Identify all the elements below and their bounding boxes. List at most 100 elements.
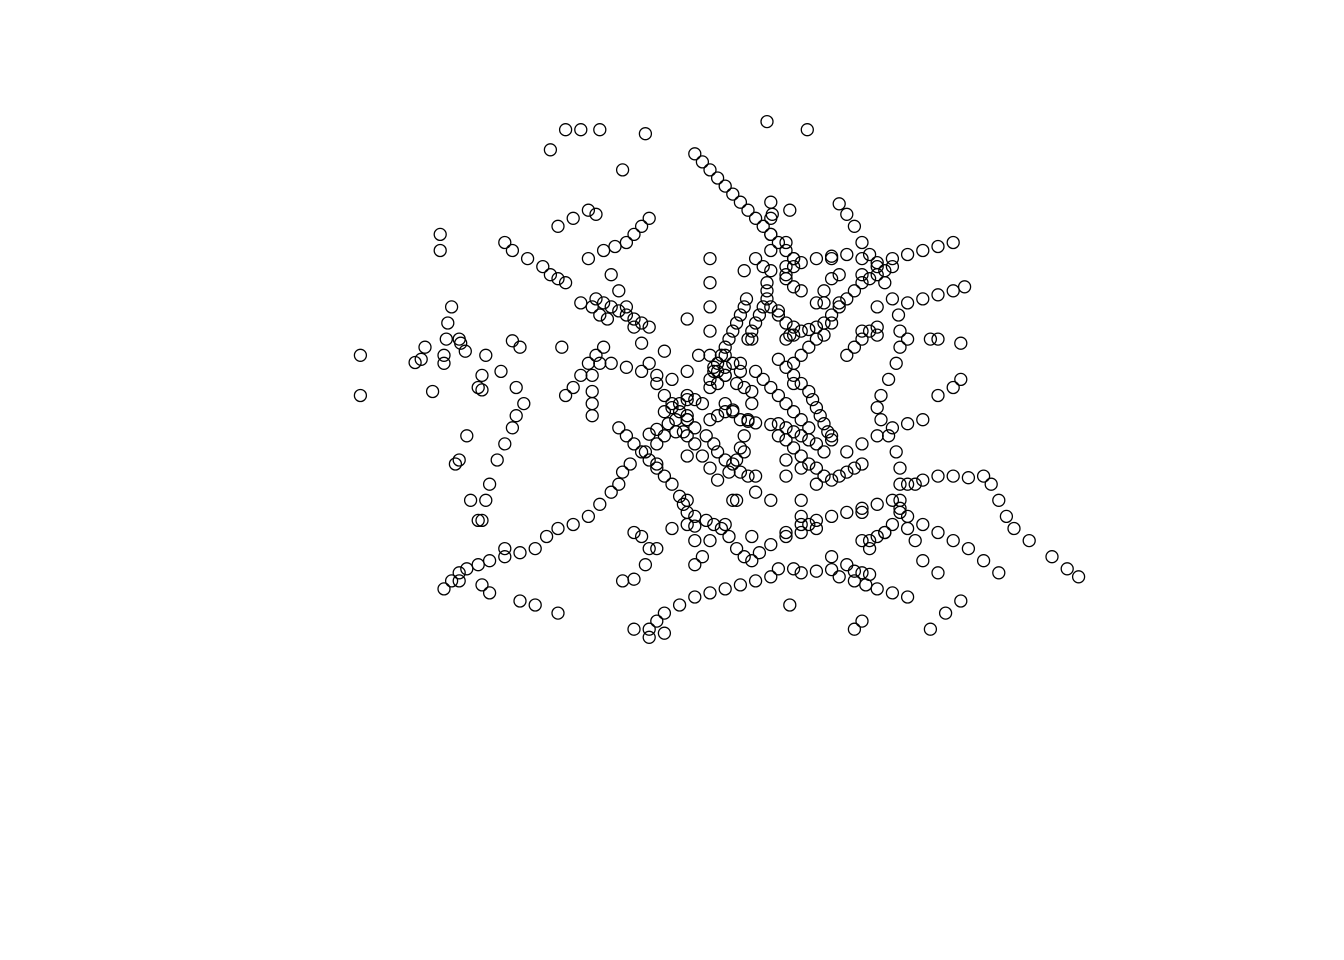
data-point xyxy=(809,251,824,266)
data-point xyxy=(726,324,740,338)
data-point xyxy=(619,300,634,314)
data-point xyxy=(680,388,694,403)
data-point xyxy=(680,413,694,427)
data-point xyxy=(893,501,907,515)
data-point xyxy=(741,332,755,346)
data-point xyxy=(946,235,960,250)
data-point xyxy=(832,296,846,310)
data-point xyxy=(847,564,862,578)
data-point xyxy=(786,405,801,419)
data-point xyxy=(931,239,945,254)
data-point xyxy=(813,409,827,423)
data-point xyxy=(661,417,675,431)
data-point xyxy=(638,445,653,459)
data-point xyxy=(779,268,793,282)
data-point xyxy=(543,143,558,157)
data-point xyxy=(809,513,824,528)
data-point xyxy=(916,413,930,427)
data-point xyxy=(862,324,877,338)
data-point xyxy=(802,421,816,435)
data-point xyxy=(976,469,991,483)
data-point xyxy=(824,473,839,487)
data-point xyxy=(737,550,751,564)
data-point xyxy=(703,380,717,395)
data-point xyxy=(741,469,755,483)
data-point xyxy=(707,517,721,532)
data-point xyxy=(786,376,801,391)
data-point xyxy=(638,558,653,572)
data-point xyxy=(786,562,801,576)
data-point xyxy=(855,614,869,628)
data-point xyxy=(657,388,672,403)
data-point xyxy=(802,517,816,532)
data-point xyxy=(672,489,687,503)
data-point xyxy=(460,562,474,576)
data-point xyxy=(885,292,900,306)
data-point xyxy=(779,332,793,346)
data-point xyxy=(760,276,774,290)
data-point xyxy=(737,300,751,314)
data-point xyxy=(1007,521,1021,536)
data-point xyxy=(855,251,869,266)
data-point xyxy=(714,521,729,536)
data-point xyxy=(615,163,630,177)
data-point xyxy=(733,441,748,455)
data-point xyxy=(733,413,748,427)
data-point xyxy=(764,537,778,552)
data-point xyxy=(745,396,759,411)
data-point xyxy=(855,276,869,290)
data-point xyxy=(619,235,634,250)
data-point xyxy=(885,517,900,532)
data-point xyxy=(433,227,447,242)
data-point xyxy=(794,525,808,540)
data-point xyxy=(756,259,770,274)
data-point xyxy=(726,457,740,471)
data-point xyxy=(764,243,778,258)
data-point xyxy=(703,413,717,427)
data-point xyxy=(463,493,478,507)
data-point xyxy=(764,300,778,314)
data-point xyxy=(642,427,656,441)
data-point xyxy=(627,312,641,326)
data-point xyxy=(551,219,565,233)
data-point xyxy=(764,211,778,225)
data-point xyxy=(353,348,368,362)
data-point xyxy=(893,340,907,354)
data-point xyxy=(809,437,824,451)
data-point xyxy=(954,336,968,350)
data-point xyxy=(779,235,793,250)
data-point xyxy=(900,332,915,346)
data-point xyxy=(992,566,1006,580)
data-point xyxy=(551,521,565,536)
data-point xyxy=(718,348,732,362)
data-point xyxy=(680,429,694,443)
data-point xyxy=(581,251,596,266)
data-point xyxy=(718,179,732,193)
data-point xyxy=(650,541,664,556)
data-point xyxy=(786,320,801,334)
data-point xyxy=(870,268,884,282)
data-point xyxy=(794,493,808,507)
data-point xyxy=(733,465,748,479)
data-point xyxy=(566,380,580,395)
data-point xyxy=(703,348,717,362)
data-point xyxy=(657,626,672,640)
data-point xyxy=(703,533,717,548)
data-point xyxy=(847,574,862,588)
data-point xyxy=(729,316,744,330)
data-point xyxy=(513,594,527,608)
data-point xyxy=(574,123,588,137)
data-point xyxy=(596,296,611,310)
data-point xyxy=(931,566,945,580)
data-point xyxy=(802,433,816,447)
data-point xyxy=(1022,533,1036,548)
data-point xyxy=(722,529,736,544)
data-point xyxy=(756,372,770,387)
data-point xyxy=(931,388,945,403)
data-point xyxy=(824,509,839,524)
data-point xyxy=(408,355,422,370)
data-point xyxy=(840,465,854,479)
data-point xyxy=(612,477,626,491)
data-point xyxy=(657,606,672,620)
data-point xyxy=(722,332,736,346)
